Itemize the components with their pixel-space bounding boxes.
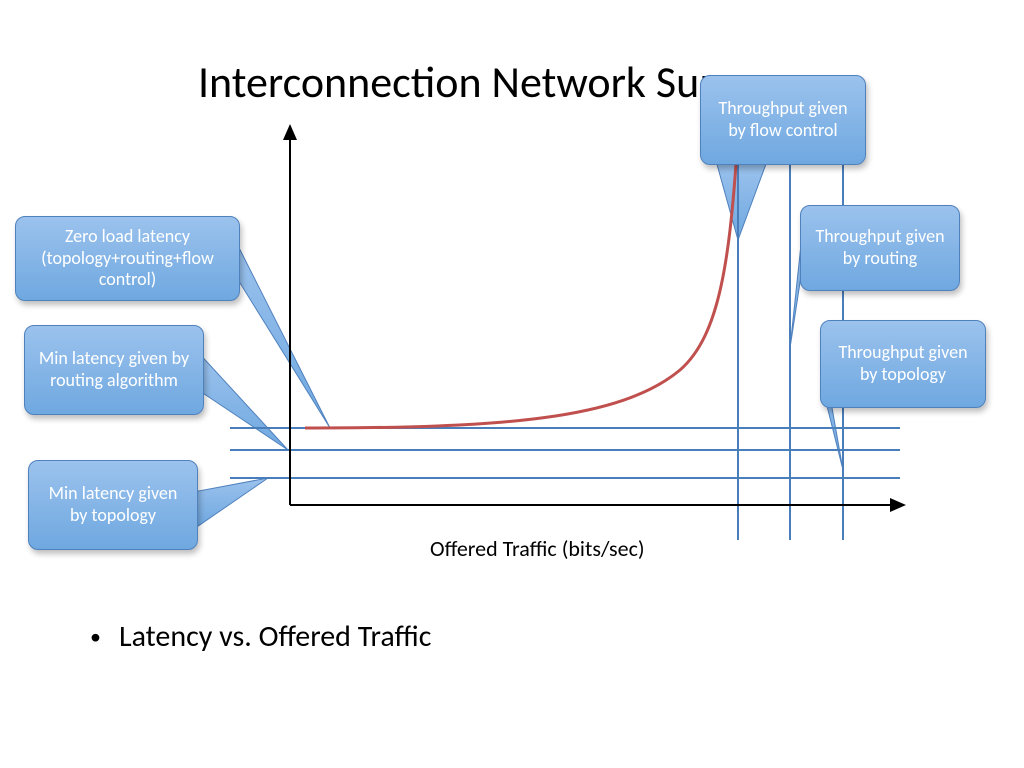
callout-tp-topology: Throughput given by topology [820,320,986,408]
callout-tp-routing: Throughput given by routing [800,205,960,291]
bullet-item: • Latency vs. Offered Traffic [90,618,431,655]
callout-tp-flow: Throughput given by flow control [700,75,866,165]
x-axis-label: Offered Traffic (bits/sec) [430,535,645,562]
bullet-text: Latency vs. Offered Traffic [119,618,431,655]
callout-min-topology: Min latency given by topology [28,460,198,550]
callout-min-routing: Min latency given by routing algorithm [24,325,204,415]
callout-zero-load: Zero load latency (topology+routing+flow… [15,216,240,301]
bullet-dot-icon: • [90,623,101,650]
